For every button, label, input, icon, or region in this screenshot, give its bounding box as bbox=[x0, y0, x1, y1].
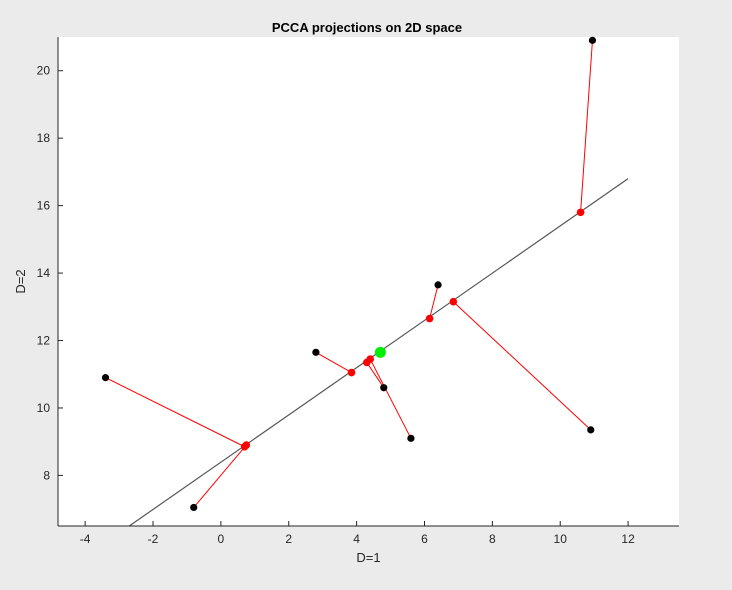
projected-point bbox=[347, 368, 356, 377]
plot-content bbox=[101, 36, 629, 527]
projected-point bbox=[576, 208, 585, 217]
y-tick-label: 20 bbox=[37, 64, 51, 78]
x-tick-label: 0 bbox=[218, 532, 225, 546]
x-tick-label: 8 bbox=[489, 532, 496, 546]
x-tick-label: 4 bbox=[353, 532, 360, 546]
connector-line bbox=[369, 358, 412, 439]
y-tick-label: 8 bbox=[43, 468, 50, 482]
connector-line bbox=[580, 40, 593, 213]
projected-point bbox=[366, 355, 374, 363]
y-tick-label: 16 bbox=[37, 199, 51, 213]
data-point bbox=[312, 348, 320, 356]
connector-line bbox=[315, 351, 352, 373]
x-tick-label: 12 bbox=[621, 532, 635, 546]
plot-area bbox=[58, 37, 679, 526]
connector-line bbox=[105, 377, 245, 448]
data-point bbox=[101, 374, 110, 382]
y-tick-label: 14 bbox=[37, 266, 51, 280]
x-tick-label: -2 bbox=[148, 532, 159, 546]
data-point bbox=[434, 281, 442, 289]
data-point bbox=[588, 36, 597, 44]
x-tick-label: 2 bbox=[285, 532, 292, 546]
y-tick-label: 10 bbox=[37, 401, 51, 415]
connector-line bbox=[429, 284, 439, 319]
y-axis-label: D=2 bbox=[13, 269, 28, 293]
connector-line bbox=[193, 444, 247, 508]
data-point bbox=[380, 384, 388, 392]
y-tick-label: 12 bbox=[37, 334, 51, 348]
data-point bbox=[190, 503, 198, 512]
x-tick-label: 10 bbox=[554, 532, 568, 546]
connector-line bbox=[452, 301, 592, 431]
x-tick-label: 6 bbox=[421, 532, 428, 546]
connector-line bbox=[366, 362, 385, 389]
x-axis-label: D=1 bbox=[356, 550, 380, 565]
projected-point bbox=[425, 314, 434, 323]
projected-point bbox=[449, 297, 458, 306]
mean-point bbox=[374, 346, 386, 358]
y-tick-label: 18 bbox=[37, 131, 51, 145]
projected-point bbox=[242, 441, 251, 449]
data-point bbox=[407, 434, 415, 442]
x-tick-label: -4 bbox=[80, 532, 91, 546]
chart-title: PCCA projections on 2D space bbox=[272, 20, 462, 35]
data-point bbox=[587, 426, 595, 434]
axes: -4 -2 0 2 4 6 8 10 12 8 10 12 14 16 18 20 bbox=[37, 37, 679, 546]
